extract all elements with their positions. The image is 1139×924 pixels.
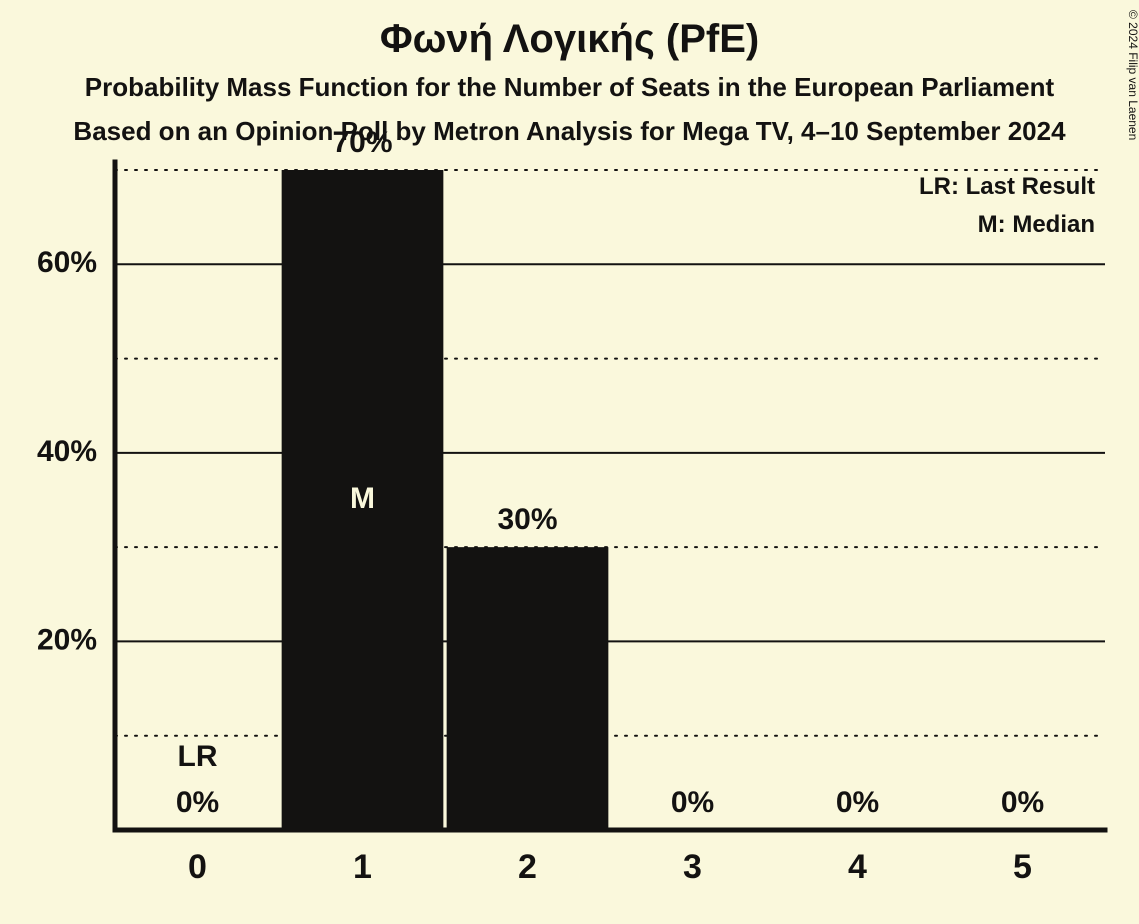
bar-value-label: 70% <box>332 126 392 159</box>
copyright-text: © 2024 Filip van Laenen <box>1126 10 1139 140</box>
median-label: M <box>350 482 375 515</box>
bar-value-label: 0% <box>1001 786 1044 819</box>
chart-title: Φωνή Λογικής (PfE) <box>380 17 759 61</box>
y-tick-label: 40% <box>37 435 97 468</box>
pmf-bar-chart: © 2024 Filip van Laenen Φωνή Λογικής (PfE… <box>0 0 1139 924</box>
bar-value-label: 0% <box>671 786 714 819</box>
x-tick-label: 5 <box>1013 848 1032 886</box>
x-tick-label: 3 <box>683 848 702 886</box>
x-tick-label: 4 <box>848 848 867 886</box>
y-tick-label: 20% <box>37 623 97 656</box>
bar-value-label: 0% <box>176 786 219 819</box>
legend-lr: LR: Last Result <box>919 173 1095 200</box>
bar-value-label: 0% <box>836 786 879 819</box>
bar-value-label: 30% <box>497 503 557 536</box>
y-tick-label: 60% <box>37 246 97 279</box>
bar <box>447 547 609 830</box>
chart-subtitle-1: Probability Mass Function for the Number… <box>85 72 1055 102</box>
chart-subtitle-2: Based on an Opinion Poll by Metron Analy… <box>73 116 1066 146</box>
lr-label: LR <box>178 740 218 773</box>
x-tick-label: 0 <box>188 848 207 886</box>
x-tick-label: 2 <box>518 848 537 886</box>
legend-median: M: Median <box>978 211 1095 238</box>
x-tick-label: 1 <box>353 848 372 886</box>
